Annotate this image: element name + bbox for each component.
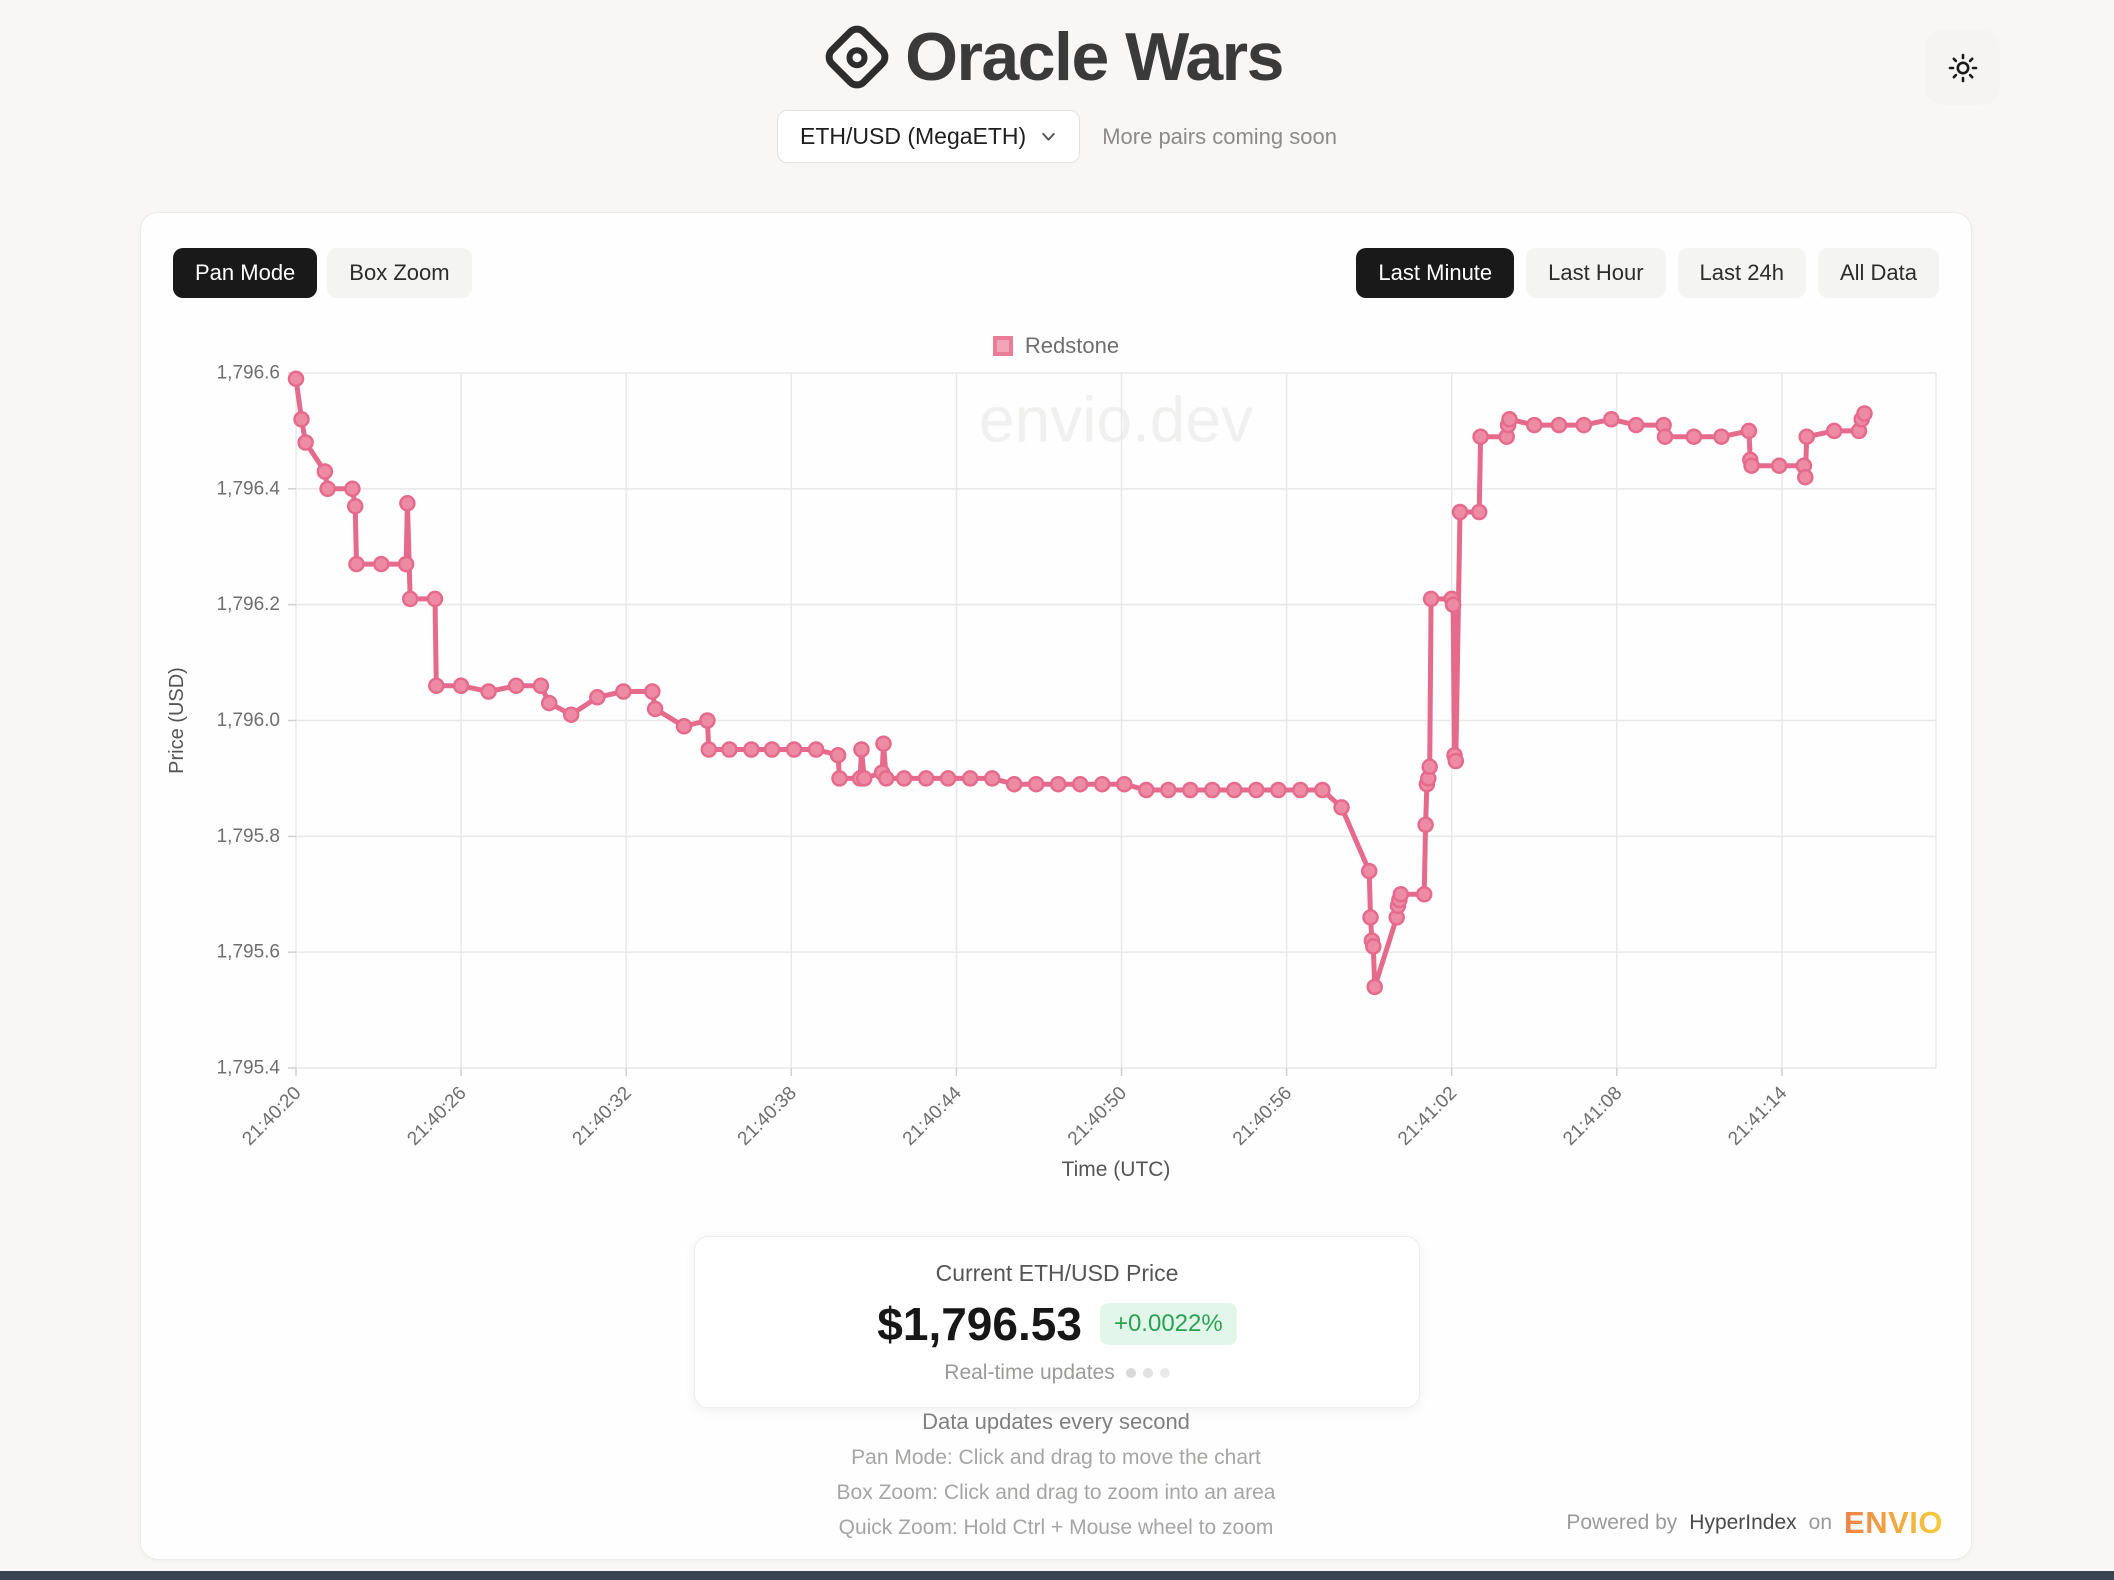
- redstone-legend-swatch: [992, 336, 1013, 356]
- svg-text:1,795.8: 1,795.8: [217, 826, 280, 847]
- chart-legend-item[interactable]: Redstone: [141, 333, 1971, 359]
- envio-watermark: envio.dev: [979, 383, 1253, 455]
- svg-text:21:40:56: 21:40:56: [1229, 1083, 1296, 1150]
- powered-by-footer: Powered by HyperIndex on ENVIO: [1566, 1505, 1943, 1541]
- powered-by-label: Powered by: [1566, 1511, 1678, 1534]
- svg-text:21:40:20: 21:40:20: [238, 1083, 305, 1150]
- redstone-legend-label: Redstone: [1024, 333, 1120, 358]
- svg-text:21:41:02: 21:41:02: [1394, 1083, 1461, 1150]
- help-box-zoom-line: Box Zoom: Click and drag to zoom into an…: [836, 1481, 1276, 1504]
- chart-gridlines: [295, 372, 1937, 1069]
- help-quick-zoom-line: Quick Zoom: Hold Ctrl + Mouse wheel to z…: [838, 1516, 1274, 1539]
- svg-text:21:41:08: 21:41:08: [1559, 1083, 1626, 1150]
- range-button-group: Last Minute Last Hour Last 24h All Data: [1356, 248, 1939, 298]
- svg-text:1,796.2: 1,796.2: [217, 594, 280, 615]
- redstone-series-markers: [287, 370, 1873, 996]
- help-pan-mode-line: Pan Mode: Click and drag to move the cha…: [851, 1446, 1261, 1469]
- price-chart[interactable]: envio.dev1,796.61,796.41,796.21,796.01,7…: [141, 363, 1973, 1193]
- pan-mode-button[interactable]: Pan Mode: [173, 248, 318, 298]
- range-all-data-button[interactable]: All Data: [1817, 248, 1939, 298]
- svg-text:1,795.4: 1,795.4: [217, 1058, 281, 1079]
- svg-text:1,796.0: 1,796.0: [217, 710, 280, 731]
- svg-text:1,796.6: 1,796.6: [217, 363, 280, 384]
- realtime-updates-label: Real-time updates: [944, 1360, 1115, 1384]
- on-label: on: [1808, 1511, 1833, 1534]
- svg-text:21:40:26: 21:40:26: [403, 1083, 470, 1150]
- redstone-series-line: [293, 376, 1867, 990]
- logo-inner-ring: [842, 42, 872, 72]
- sun-icon: [1948, 53, 1977, 82]
- envio-brand-link[interactable]: ENVIO: [1844, 1505, 1943, 1540]
- help-text-block: Data updates every second Pan Mode: Clic…: [141, 1409, 1971, 1551]
- pair-select-value: ETH/USD (MegaETH): [800, 123, 1027, 149]
- y-axis-title: Price (USD): [166, 667, 188, 774]
- pair-selector-row: ETH/USD (MegaETH) More pairs coming soon: [0, 110, 2114, 163]
- pulse-dot: [1125, 1367, 1136, 1378]
- current-price-value: $1,796.53: [877, 1297, 1082, 1350]
- page-title: Oracle Wars: [905, 19, 1284, 95]
- range-last-minute-button[interactable]: Last Minute: [1356, 248, 1515, 298]
- price-change-badge: +0.0022%: [1099, 1302, 1237, 1345]
- svg-text:21:40:50: 21:40:50: [1064, 1083, 1131, 1150]
- chart-card: Pan Mode Box Zoom Last Minute Last Hour …: [140, 212, 1972, 1560]
- svg-text:1,796.4: 1,796.4: [217, 478, 281, 499]
- oracle-wars-logo-icon: [820, 20, 894, 94]
- svg-text:21:40:44: 21:40:44: [899, 1082, 966, 1149]
- range-last-hour-button[interactable]: Last Hour: [1526, 248, 1666, 298]
- app-header: Oracle Wars: [0, 0, 2114, 96]
- current-price-card: Current ETH/USD Price $1,796.53 +0.0022%…: [694, 1236, 1420, 1408]
- x-axis-title: Time (UTC): [1062, 1158, 1171, 1181]
- svg-text:21:40:38: 21:40:38: [734, 1083, 801, 1150]
- range-last-24h-button[interactable]: Last 24h: [1677, 248, 1806, 298]
- svg-text:21:40:32: 21:40:32: [569, 1083, 636, 1150]
- help-updates-line: Data updates every second: [922, 1409, 1190, 1434]
- svg-text:1,795.6: 1,795.6: [217, 942, 280, 963]
- theme-toggle-button[interactable]: [1925, 30, 2000, 105]
- axis-tick-labels: 1,796.6 1,796.4 1,796.2 1,796.0 1,795.8 1,795…: [217, 363, 1792, 1150]
- more-pairs-note: More pairs coming soon: [1102, 123, 1337, 149]
- mode-button-group: Pan Mode Box Zoom: [173, 248, 472, 298]
- box-zoom-button[interactable]: Box Zoom: [327, 248, 472, 298]
- svg-text:21:41:14: 21:41:14: [1724, 1082, 1791, 1149]
- chevron-down-icon: [1042, 132, 1055, 141]
- hyperindex-link[interactable]: HyperIndex: [1689, 1511, 1797, 1534]
- bottom-page-strip: [0, 1571, 2114, 1580]
- pulse-dot: [1159, 1367, 1170, 1378]
- current-price-title: Current ETH/USD Price: [935, 1259, 1179, 1286]
- pulse-dot: [1142, 1367, 1153, 1378]
- pair-select-dropdown[interactable]: ETH/USD (MegaETH): [777, 110, 1081, 163]
- axis-tick-marks: [288, 372, 1783, 1076]
